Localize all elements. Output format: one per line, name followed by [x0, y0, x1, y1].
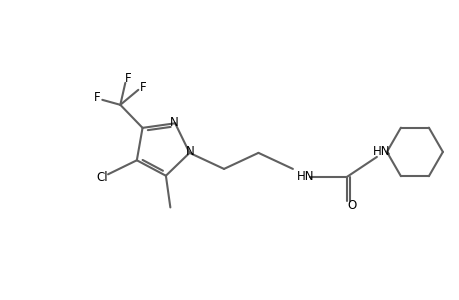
Text: Cl: Cl: [96, 171, 108, 184]
Text: N: N: [169, 116, 178, 129]
Text: HN: HN: [372, 146, 390, 158]
Text: O: O: [347, 200, 356, 212]
Text: F: F: [140, 81, 146, 94]
Text: HN: HN: [296, 170, 313, 183]
Text: F: F: [94, 91, 101, 104]
Text: F: F: [125, 72, 131, 85]
Text: N: N: [186, 146, 195, 158]
